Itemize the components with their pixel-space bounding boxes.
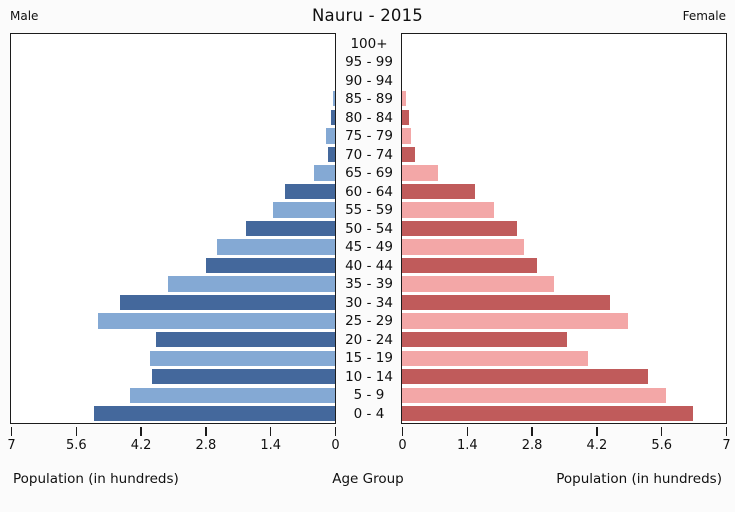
male-bar-5-9: [130, 387, 335, 403]
x-tick-label: 0: [331, 437, 340, 453]
female-bar-40-44: [402, 257, 537, 274]
age-group-label: 25 - 29: [345, 313, 393, 330]
x-tick-label: 2.8: [521, 437, 543, 453]
age-group-label: 95 - 99: [345, 54, 393, 71]
age-group-label: 90 - 94: [345, 72, 393, 89]
age-group-label: 80 - 84: [345, 109, 393, 126]
age-group-label: 20 - 24: [345, 331, 393, 348]
male-bar-55-59: [272, 202, 335, 218]
female-bar-80-84: [402, 109, 410, 125]
age-group-label: 60 - 64: [345, 183, 393, 200]
age-group-label: 75 - 79: [345, 128, 393, 145]
female-bar-65-69: [402, 165, 438, 181]
age-group-label: 65 - 69: [345, 165, 393, 182]
age-group-label: 55 - 59: [345, 202, 393, 219]
chart-title: Nauru - 2015: [312, 6, 423, 25]
male-bar-20-24: [156, 331, 335, 348]
female-bar-25-29: [402, 313, 628, 329]
x-tick-label: 7: [7, 437, 16, 453]
female-bar-10-14: [402, 369, 648, 385]
x-tick: [466, 426, 469, 436]
x-tick-label: 0: [398, 437, 407, 453]
female-bars-panel: [401, 33, 727, 424]
age-group-label: 70 - 74: [345, 146, 393, 163]
female-bar-55-59: [402, 202, 494, 218]
age-group-label: 40 - 44: [345, 257, 393, 274]
male-x-axis-ticks: 7 5.6 4.2 2.8 1.4 0: [7, 426, 340, 453]
male-bar-60-64: [285, 183, 335, 200]
age-group-label: 50 - 54: [345, 220, 393, 237]
age-group-label: 35 - 39: [345, 276, 393, 293]
age-group-label: 10 - 14: [345, 368, 393, 385]
male-bar-0-4: [93, 406, 335, 422]
x-tick: [531, 426, 533, 436]
x-tick: [401, 426, 404, 436]
male-bar-35-39: [168, 276, 335, 292]
female-bar-0-4: [402, 406, 694, 422]
male-bar-80-84: [331, 109, 335, 125]
male-bar-50-54: [246, 220, 335, 237]
age-group-label: 45 - 49: [345, 239, 393, 256]
x-tick-label: 5.6: [651, 437, 673, 453]
female-bar-75-79: [402, 128, 411, 144]
female-side-label: Female: [682, 9, 726, 23]
x-tick: [660, 426, 663, 436]
age-group-axis: 100+ 95 - 99 90 - 94 85 - 89 80 - 84 75 - 79 7…: [339, 35, 400, 424]
x-tick: [10, 426, 13, 436]
female-x-axis-title: Population (in hundreds): [556, 471, 722, 487]
male-bar-40-44: [206, 257, 335, 274]
x-tick: [140, 426, 142, 436]
female-x-axis-ticks: 0 1.4 2.8 4.2 5.6 7: [398, 426, 731, 453]
female-bar-85-89: [402, 91, 407, 107]
x-tick-label: 1.4: [456, 437, 478, 453]
x-tick-label: 4.2: [130, 437, 152, 453]
female-bar-30-34: [402, 294, 610, 311]
x-tick: [334, 426, 337, 436]
age-group-label: 100+: [350, 35, 388, 52]
x-tick-label: 1.4: [260, 437, 282, 453]
x-tick: [205, 426, 207, 436]
x-tick-label: 7: [722, 437, 731, 453]
male-bar-25-29: [98, 313, 335, 329]
male-side-label: Male: [10, 9, 39, 23]
age-group-label: 15 - 19: [345, 350, 393, 367]
female-bar-5-9: [402, 387, 666, 403]
x-tick: [269, 426, 272, 436]
x-tick: [725, 426, 728, 436]
x-tick-label: 4.2: [586, 437, 608, 453]
female-bar-35-39: [402, 276, 555, 292]
female-bar-60-64: [402, 183, 475, 200]
female-bar-70-74: [402, 146, 416, 163]
female-bar-50-54: [402, 220, 518, 237]
male-bar-10-14: [152, 369, 335, 385]
age-group-label: 5 - 9: [353, 387, 385, 404]
male-bar-75-79: [325, 128, 335, 144]
age-group-label: 85 - 89: [345, 91, 393, 108]
female-bar-20-24: [402, 331, 567, 348]
male-bar-45-49: [216, 239, 335, 255]
male-x-axis-title: Population (in hundreds): [13, 471, 179, 487]
male-bar-15-19: [150, 350, 335, 366]
x-tick: [596, 426, 598, 436]
male-bar-70-74: [327, 146, 335, 163]
x-tick-label: 2.8: [195, 437, 217, 453]
age-group-label: 0 - 4: [353, 405, 385, 422]
x-tick: [75, 426, 78, 436]
age-group-label: 30 - 34: [345, 294, 393, 311]
male-bar-85-89: [333, 91, 335, 107]
age-group-axis-title: Age Group: [332, 471, 404, 487]
x-tick-label: 5.6: [65, 437, 87, 453]
male-bars-panel: [10, 33, 336, 424]
female-bar-15-19: [402, 350, 588, 366]
male-bar-30-34: [119, 294, 335, 311]
female-bar-45-49: [402, 239, 524, 255]
male-bar-65-69: [314, 165, 335, 181]
